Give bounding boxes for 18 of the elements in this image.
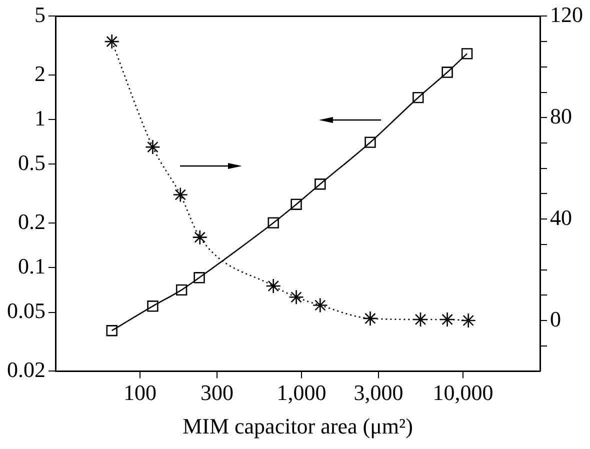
y-tick-label: 2 bbox=[34, 60, 46, 86]
y-tick-label: 5 bbox=[34, 2, 46, 27]
y-tick-label: 0.02 bbox=[7, 356, 46, 382]
x-tick-label: 300 bbox=[200, 380, 234, 406]
y-tick-label: 0.5 bbox=[18, 150, 46, 176]
y-tick-label: 0.1 bbox=[18, 254, 46, 279]
y-tick-label: 0.05 bbox=[7, 298, 46, 324]
y2-tick-label: 40 bbox=[550, 204, 572, 230]
y2-tick-label: 0 bbox=[550, 306, 561, 332]
y2-tick-label: 80 bbox=[550, 103, 572, 128]
x-tick-label: 10,000 bbox=[432, 380, 494, 406]
x-tick-label: 3,000 bbox=[354, 380, 404, 406]
x-tick-label: 100 bbox=[123, 380, 156, 406]
y2-tick-label: 120 bbox=[550, 2, 583, 27]
y-tick-label: 1 bbox=[34, 105, 46, 130]
x-axis-title: MIM capacitor area (μm²) bbox=[182, 414, 413, 439]
x-tick-label: 1,000 bbox=[276, 380, 326, 406]
y-tick-label: 0.2 bbox=[18, 208, 46, 234]
